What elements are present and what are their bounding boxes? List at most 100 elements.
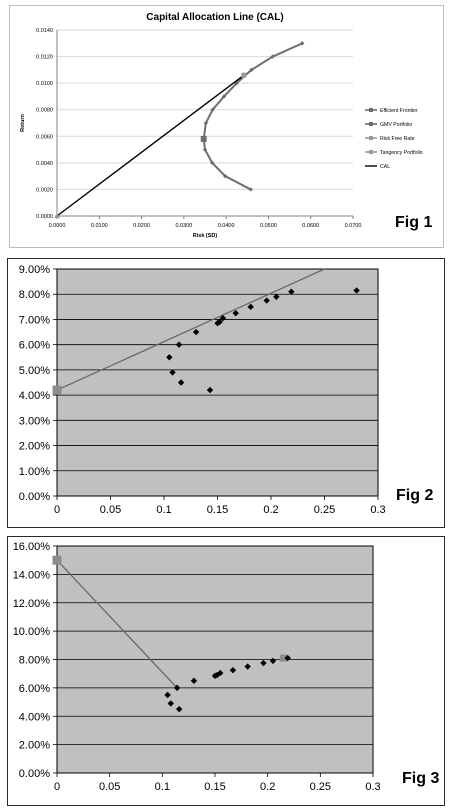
fig3-x-tick-label: 0.05 xyxy=(99,781,120,793)
fig1-tangency-marker xyxy=(241,72,247,78)
fig2-data-point xyxy=(247,303,254,311)
fig2-label: Fig 2 xyxy=(396,487,434,504)
fig1-gmv-marker xyxy=(200,135,207,142)
fig1-y-tick-label: 0.0000 xyxy=(36,214,53,220)
fig1-risk-free-marker xyxy=(54,213,60,218)
fig1-legend-marker xyxy=(369,108,373,112)
fig1-frontier-point xyxy=(210,107,215,112)
fig3-y-tick-label: 2.00% xyxy=(19,740,50,752)
fig1-x-tick-label: 0.0200 xyxy=(133,223,150,229)
fig3-x-tick-label: 0.15 xyxy=(204,781,225,793)
fig1-frontier-point xyxy=(300,41,305,46)
fig2-y-tick-label: 5.00% xyxy=(19,365,50,377)
fig1-y-tick-label: 0.0120 xyxy=(36,55,53,61)
fig1-x-tick-label: 0.0700 xyxy=(345,223,362,229)
fig3-y-tick-label: 10.00% xyxy=(13,626,51,638)
fig2-data-point xyxy=(166,354,173,361)
fig2-data-point xyxy=(219,314,227,322)
fig2-allocation-line xyxy=(56,268,325,391)
fig3-y-tick-label: 16.00% xyxy=(13,541,51,553)
fig3-data-point xyxy=(164,691,171,699)
fig1-legend-entry: Tangency Portfolio xyxy=(380,150,423,156)
fig1-y-axis-title: Return xyxy=(20,114,26,132)
fig3-x-tick-label: 0.1 xyxy=(155,781,170,793)
fig3-y-tick-label: 4.00% xyxy=(19,711,50,723)
fig1-chart: Capital Allocation Line (CAL) 0.0000 0.002… xyxy=(20,12,423,239)
fig3-x-tick-label: 0 xyxy=(54,781,60,793)
fig3-y-tick-label: 6.00% xyxy=(19,683,50,695)
fig1-frontier-point xyxy=(270,54,275,59)
fig3-risk-free-marker xyxy=(52,555,62,565)
fig3-y-tick-label: 8.00% xyxy=(19,655,50,667)
fig2-y-tick-label: 4.00% xyxy=(19,390,50,402)
fig2-data-point xyxy=(216,318,223,326)
fig2-data-point xyxy=(206,386,214,394)
fig1-label: Fig 1 xyxy=(395,214,433,231)
fig2-x-tick-label: 0.15 xyxy=(207,504,228,516)
fig2-data-point xyxy=(177,379,185,386)
fig1-y-tick-label: 0.0060 xyxy=(36,134,53,140)
fig1-frontier-point xyxy=(223,173,228,179)
fig2-panel: 0.00% 1.00% 2.00% 3.00% 4.00% 5.00% 6.00% 7.00%… xyxy=(7,258,445,528)
fig1-efficient-frontier-line xyxy=(202,42,303,191)
fig2-data-point xyxy=(192,328,200,336)
fig1-x-tick-label: 0.0100 xyxy=(91,223,108,229)
fig1-legend-entry: CAL xyxy=(380,164,390,170)
fig2-y-tick-label: 6.00% xyxy=(19,340,50,352)
fig2-y-tick-label: 7.00% xyxy=(19,314,50,326)
fig3-data-point xyxy=(244,663,251,670)
fig3-x-tick-label: 0.3 xyxy=(365,781,380,793)
fig1-frontier-point xyxy=(202,147,208,152)
fig2-x-tick-label: 0.3 xyxy=(370,504,385,516)
fig1-x-tick-label: 0.0400 xyxy=(218,223,235,229)
fig2-x-tick-label: 0 xyxy=(54,504,60,516)
fig1-x-tick-label: 0.0300 xyxy=(175,223,192,229)
fig3-data-point xyxy=(190,677,198,684)
fig1-y-tick-label: 0.0140 xyxy=(36,28,53,34)
fig1-legend-marker xyxy=(369,136,373,140)
fig2-data-point xyxy=(169,369,176,376)
fig1-frontier-point xyxy=(209,160,215,166)
fig1-x-tick-label: 0.0000 xyxy=(49,223,66,229)
fig3-allocation-line xyxy=(56,559,178,689)
fig3-x-tick-label: 0.2 xyxy=(260,781,275,793)
fig2-x-tick-label: 0.1 xyxy=(156,504,171,516)
fig3-y-tick-label: 12.00% xyxy=(13,598,51,610)
fig1-frontier-point xyxy=(221,94,227,99)
fig2-risk-free-marker xyxy=(52,385,62,395)
fig2-data-point xyxy=(232,309,239,317)
fig3-panel: 0.00% 2.00% 4.00% 6.00% 8.00% 10.00% 12.00% 14.… xyxy=(7,536,445,806)
fig2-plot-area xyxy=(57,269,378,496)
fig2-data-point xyxy=(353,287,360,294)
fig1-x-tick-label: 0.0600 xyxy=(302,223,319,229)
fig2-data-point xyxy=(263,297,270,304)
fig3-data-point xyxy=(229,666,237,674)
fig1-y-tick-label: 0.0020 xyxy=(36,187,53,193)
fig1-panel: Capital Allocation Line (CAL) 0.0000 0.002… xyxy=(9,5,444,248)
fig2-data-point xyxy=(214,320,221,327)
fig1-y-tick-label: 0.0040 xyxy=(36,161,53,167)
fig3-label: Fig 3 xyxy=(402,770,440,787)
fig1-x-axis-title: Risk (SD) xyxy=(193,233,218,239)
fig2-data-point xyxy=(175,341,183,348)
fig2-y-tick-label: 8.00% xyxy=(19,289,50,301)
fig2-data-point xyxy=(273,293,280,300)
fig1-title: Capital Allocation Line (CAL) xyxy=(146,12,283,23)
fig1-frontier-point xyxy=(248,187,253,192)
fig1-x-tick-label: 0.0500 xyxy=(260,223,277,229)
fig2-y-tick-label: 0.00% xyxy=(19,491,50,503)
fig3-data-point xyxy=(175,705,183,713)
fig3-tangency-marker xyxy=(279,654,287,662)
fig3-data-point xyxy=(260,659,267,667)
fig1-y-tick-label: 0.0100 xyxy=(36,81,53,87)
fig1-legend-entry: GMV Portfolio xyxy=(380,122,412,128)
fig2-chart: 0.00% 1.00% 2.00% 3.00% 4.00% 5.00% 6.00% 7.00%… xyxy=(19,264,386,516)
fig2-x-tick-label: 0.2 xyxy=(263,504,278,516)
fig1-legend-marker xyxy=(369,122,373,126)
fig3-y-tick-label: 14.00% xyxy=(13,569,51,581)
fig3-x-tick-label: 0.25 xyxy=(310,781,331,793)
fig2-data-point xyxy=(288,288,295,295)
fig2-y-tick-label: 3.00% xyxy=(19,415,50,427)
fig1-legend-entry: Risk Free Rate xyxy=(380,136,415,142)
fig3-y-tick-label: 0.00% xyxy=(19,768,50,780)
